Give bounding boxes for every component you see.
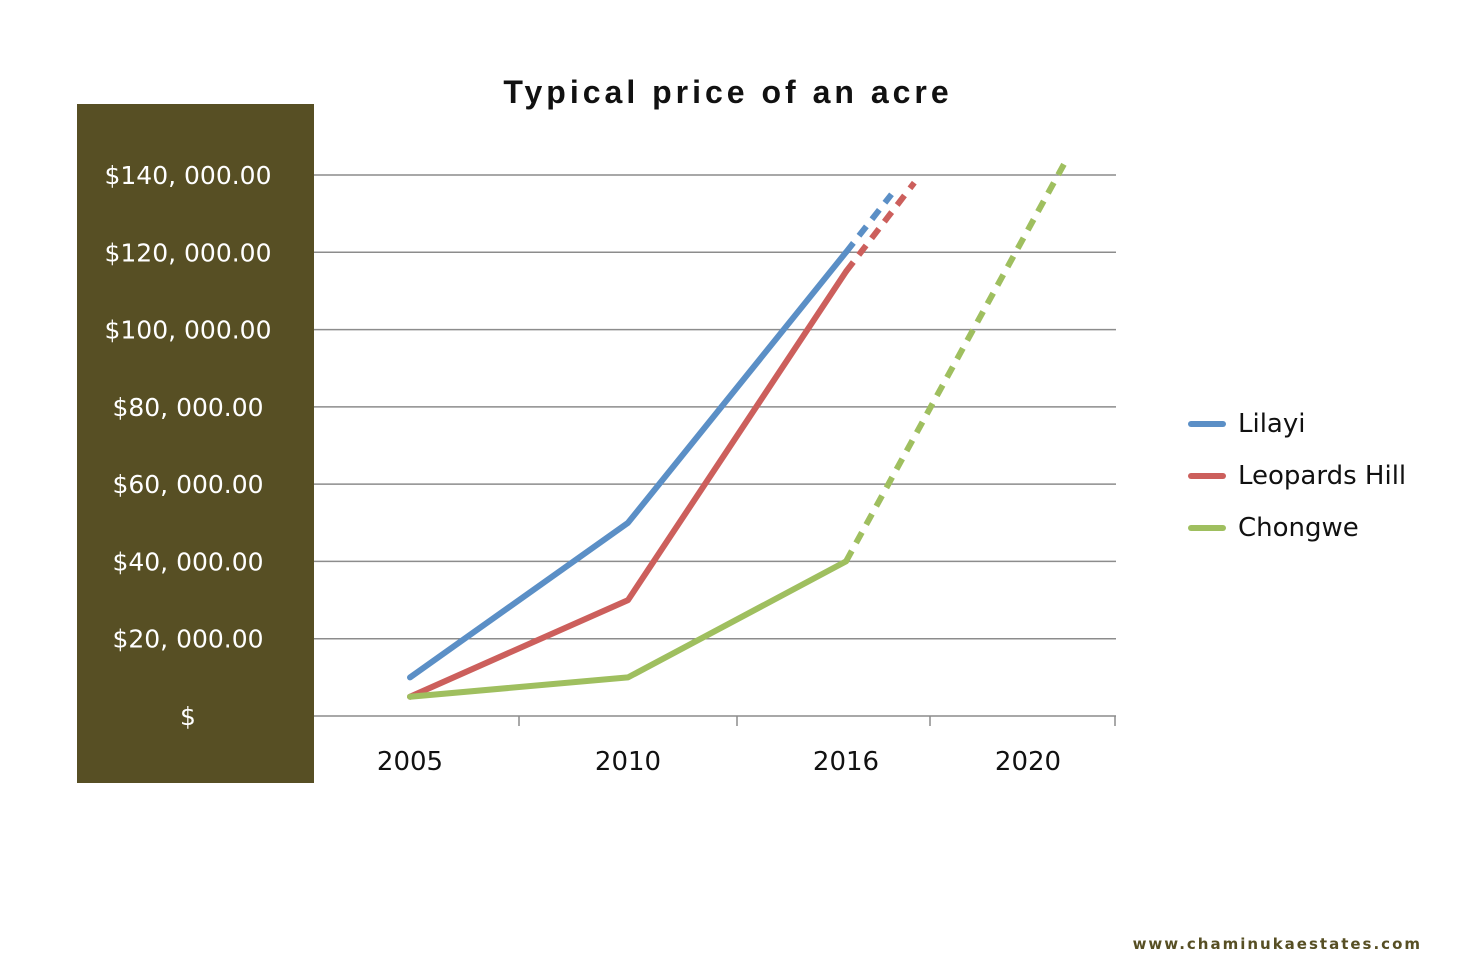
y-tick-label: $80, 000.00 bbox=[112, 393, 263, 422]
chart-title: Typical price of an acre bbox=[503, 74, 953, 110]
x-tick-label: 2020 bbox=[995, 747, 1061, 777]
x-tick-label: 2016 bbox=[813, 747, 879, 777]
x-tick-label: 2005 bbox=[377, 747, 443, 777]
legend-swatch-chongwe bbox=[1188, 525, 1226, 531]
series-projection-lilayi bbox=[843, 192, 894, 255]
legend-swatch-leopards-hill bbox=[1188, 473, 1226, 479]
website-footer[interactable]: www.chaminukaestates.com bbox=[1132, 935, 1422, 953]
series-projection-chongwe bbox=[843, 161, 1068, 563]
legend-label-lilayi: Lilayi bbox=[1238, 409, 1306, 439]
legend: Lilayi Leopards Hill Chongwe bbox=[1188, 398, 1468, 554]
legend-swatch-lilayi bbox=[1188, 421, 1226, 427]
y-tick-label: $120, 000.00 bbox=[105, 238, 272, 267]
x-tick-labels: 2005 2010 2016 2020 bbox=[377, 747, 1061, 777]
series-projection-leopards-hill bbox=[843, 180, 917, 274]
y-tick-label: $60, 000.00 bbox=[112, 470, 263, 499]
x-axis bbox=[314, 715, 1116, 726]
gridlines bbox=[314, 174, 1116, 640]
series-line-leopards-hill bbox=[407, 268, 849, 700]
legend-item-leopards-hill[interactable]: Leopards Hill bbox=[1188, 450, 1468, 502]
y-tick-label: $100, 000.00 bbox=[105, 316, 272, 345]
series-line-chongwe bbox=[407, 558, 849, 700]
legend-label-leopards-hill: Leopards Hill bbox=[1238, 461, 1407, 491]
y-tick-label: $ bbox=[180, 702, 196, 731]
y-tick-label: $40, 000.00 bbox=[112, 547, 263, 576]
y-tick-label: $20, 000.00 bbox=[112, 625, 263, 654]
y-axis-panel bbox=[77, 104, 314, 783]
x-tick-label: 2010 bbox=[595, 747, 661, 777]
series-line-lilayi bbox=[407, 249, 849, 681]
series-lines bbox=[407, 161, 1068, 700]
legend-item-lilayi[interactable]: Lilayi bbox=[1188, 398, 1468, 450]
legend-label-chongwe: Chongwe bbox=[1238, 513, 1359, 543]
y-tick-label: $140, 000.00 bbox=[105, 161, 272, 190]
legend-item-chongwe[interactable]: Chongwe bbox=[1188, 502, 1468, 554]
y-tick-labels: $ $20, 000.00 $40, 000.00 $60, 000.00 $80, 0… bbox=[105, 161, 272, 731]
